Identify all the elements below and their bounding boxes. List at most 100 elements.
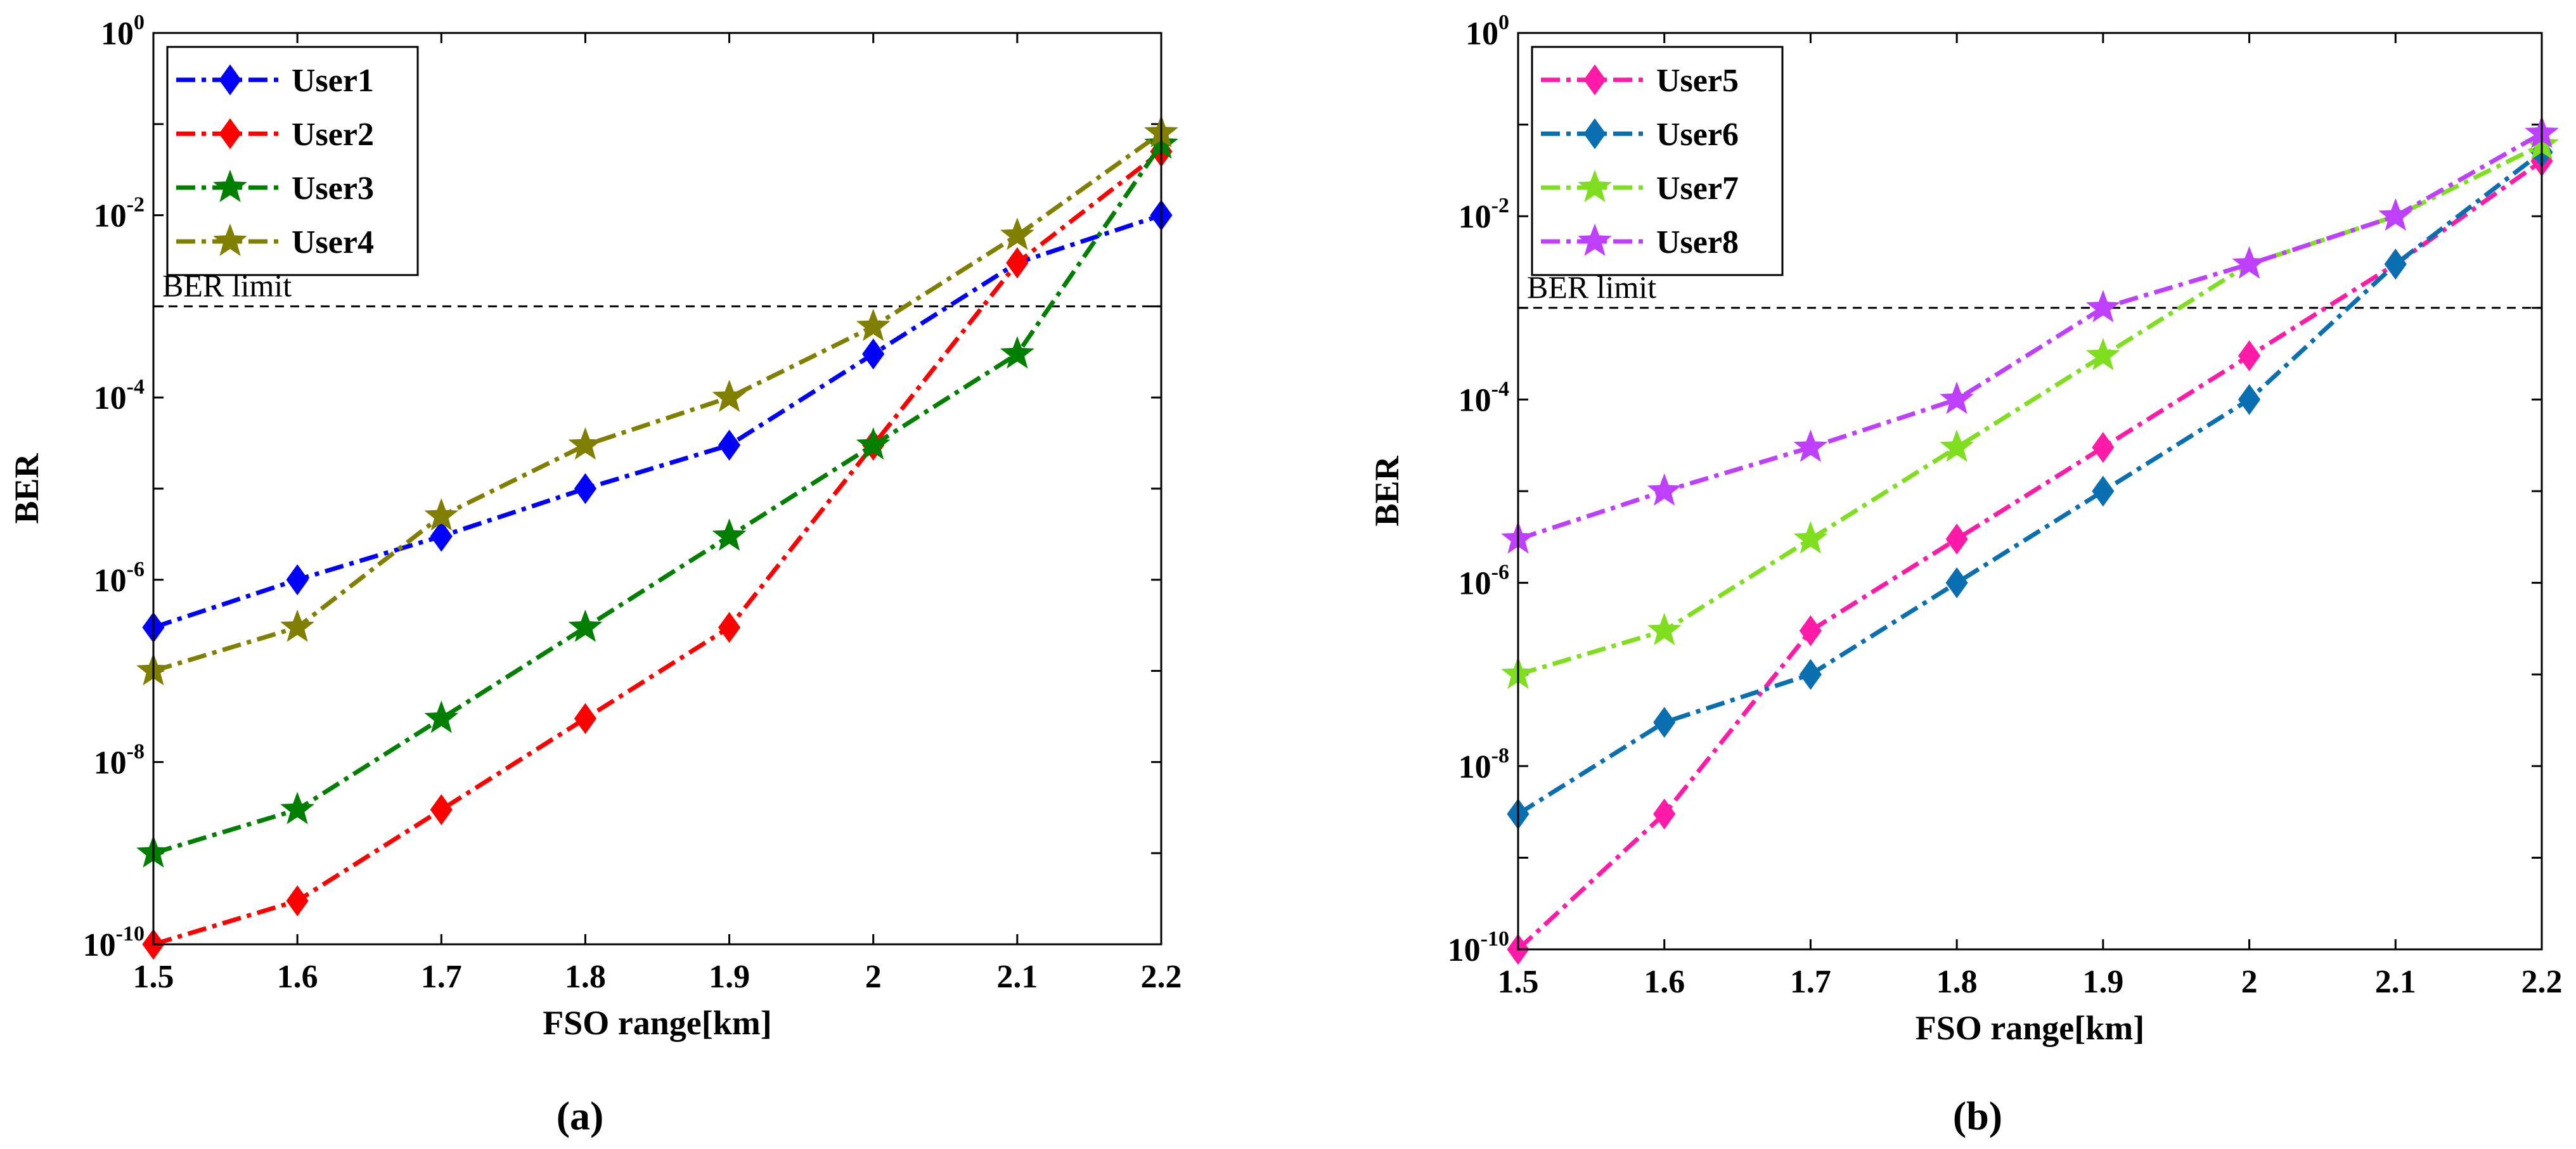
x-tick-label: 2	[2241, 964, 2258, 1000]
series-user4	[136, 115, 1178, 686]
y-tick-label: 10-4	[1459, 377, 1509, 418]
series-line	[152, 150, 1163, 947]
data-point	[712, 518, 747, 551]
x-tick-label: 1.7	[1790, 964, 1831, 1000]
x-tick-label: 2.2	[2521, 964, 2563, 1000]
data-point	[2085, 290, 2120, 323]
axes-box	[1517, 32, 2543, 951]
legend-marker	[1583, 64, 1606, 96]
y-tick-label: 10-2	[1459, 194, 1509, 235]
data-point	[286, 885, 309, 916]
legend-label: User2	[292, 117, 374, 153]
y-tick-label: 10-10	[1448, 927, 1509, 968]
series-line	[152, 131, 1163, 673]
legend-label: User5	[1656, 63, 1739, 99]
data-point	[1945, 567, 1968, 599]
x-tick-label: 1.9	[709, 959, 750, 995]
legend-marker	[213, 223, 247, 256]
legend: User1 User2 User3 User4	[166, 46, 419, 276]
data-point	[2085, 338, 2120, 371]
x-tick-label: 1.7	[421, 959, 462, 995]
y-tick-label: 10-4	[94, 375, 145, 416]
data-point	[568, 609, 603, 642]
series-line	[1517, 131, 2543, 541]
data-point	[718, 429, 741, 461]
data-point	[856, 309, 891, 342]
y-tick-label: 100	[101, 11, 145, 52]
data-point	[2238, 383, 2261, 415]
legend-label: User6	[1656, 117, 1739, 153]
x-tick-label: 1.8	[565, 959, 606, 995]
legend-marker	[1578, 223, 1612, 256]
y-tick-label: 10-8	[94, 740, 145, 781]
data-point	[424, 700, 459, 733]
legend: User5 User6 User7 User8	[1531, 46, 1784, 276]
data-point	[1945, 523, 1968, 555]
data-point	[856, 427, 891, 460]
x-tick-label: 2.1	[996, 959, 1038, 995]
data-point	[286, 564, 309, 596]
axes-box	[152, 32, 1162, 946]
data-point	[1793, 521, 1828, 554]
legend-label: User3	[292, 170, 374, 207]
chart-panel-a: 1.5 1.6 1.7 1.8 1.9 2 2.1 2.2 10-10 10-8 10-6 10-4 1…	[8, 11, 1182, 1138]
y-axis-label: BER	[1368, 455, 1406, 526]
series-line	[1517, 150, 2544, 816]
data-point	[1653, 798, 1676, 830]
y-tick-label: 10-10	[83, 922, 145, 963]
legend-marker	[1578, 169, 1612, 202]
x-tick-label: 2	[865, 959, 882, 995]
legend-box	[166, 46, 419, 276]
data-point	[712, 379, 747, 413]
series-user8	[1501, 115, 2559, 554]
data-point	[2232, 246, 2267, 279]
data-point	[430, 794, 453, 826]
data-point	[1799, 658, 1822, 690]
data-point	[1940, 429, 1974, 462]
y-tick-label: 100	[1465, 11, 1509, 52]
data-point	[1653, 707, 1676, 738]
x-tick-label: 1.5	[1498, 964, 1539, 1000]
data-point	[568, 427, 603, 460]
data-point	[862, 338, 885, 370]
y-axis-label: BER	[8, 453, 46, 523]
data-point	[1000, 336, 1034, 369]
data-point	[2238, 340, 2261, 371]
legend-marker	[219, 118, 242, 150]
data-point	[574, 703, 597, 735]
data-point	[1799, 615, 1822, 646]
data-point	[1647, 612, 1682, 646]
data-point	[1940, 382, 1974, 414]
series-line	[1517, 143, 2543, 677]
legend-label: User1	[292, 63, 374, 99]
x-tick-label: 1.9	[2082, 964, 2123, 1000]
legend-label: User7	[1656, 170, 1739, 207]
data-point	[1006, 247, 1029, 279]
chart-panel-b: 1.5 1.6 1.7 1.8 1.9 2 2.1 2.2 10-10 10-8 10-6 10-4 1…	[1368, 11, 2563, 1138]
y-tick-label: 10-2	[94, 193, 145, 234]
x-tick-label: 1.6	[277, 959, 318, 995]
series-line	[152, 213, 1162, 630]
data-point	[1000, 217, 1034, 250]
data-point	[574, 473, 597, 504]
x-axis-label: FSO range[km]	[543, 1004, 771, 1042]
panel-caption: (a)	[557, 1093, 604, 1138]
data-point	[424, 498, 459, 531]
legend-marker	[219, 64, 242, 96]
x-tick-label: 1.5	[133, 959, 174, 995]
legend-marker	[213, 169, 247, 202]
legend-label: User8	[1656, 224, 1739, 260]
x-tick-label: 1.6	[1644, 964, 1685, 1000]
legend-marker	[1583, 118, 1606, 150]
series-line	[1516, 159, 2544, 951]
x-tick-label: 2.2	[1141, 959, 1182, 995]
panel-caption: (b)	[1953, 1093, 2002, 1138]
data-point	[1793, 429, 1828, 462]
legend-label: User4	[292, 224, 374, 260]
data-point	[718, 612, 741, 643]
x-tick-label: 2.1	[2375, 964, 2416, 1000]
data-point	[1647, 473, 1682, 506]
data-point	[2378, 198, 2413, 231]
data-point	[280, 609, 315, 642]
